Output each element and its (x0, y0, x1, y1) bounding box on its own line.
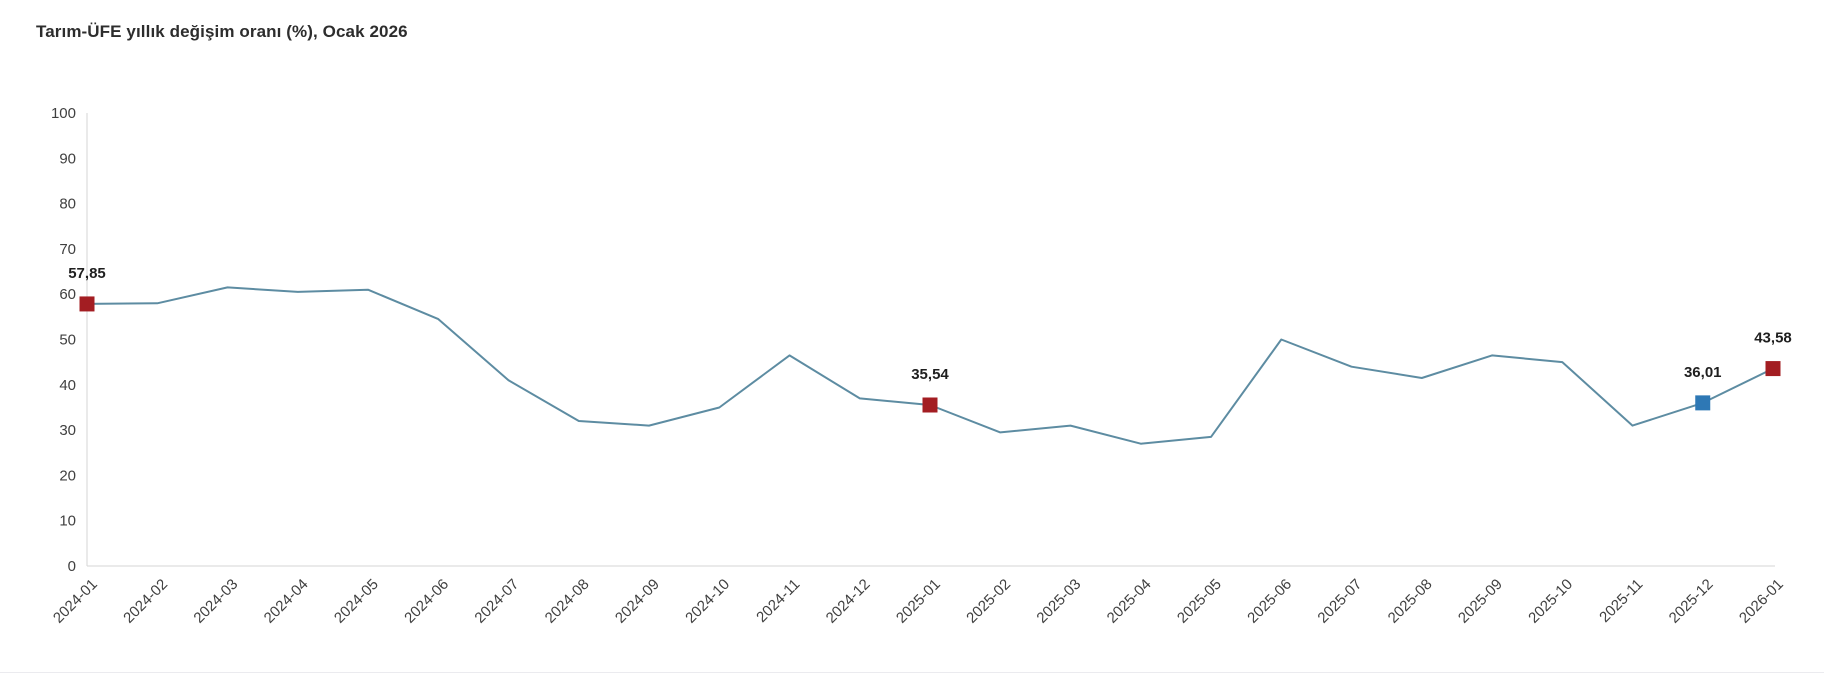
x-axis-tick-label: 2024-11 (753, 576, 803, 626)
data-point-marker[interactable] (1695, 395, 1711, 411)
x-axis-tick-label: 2025-04 (1104, 576, 1155, 627)
x-axis-tick-label: 2024-07 (471, 576, 522, 627)
x-axis-tick-label: 2024-02 (120, 576, 171, 627)
y-axis-tick-label: 50 (59, 332, 76, 349)
y-axis-tick-label: 0 (68, 558, 76, 575)
chart-title: Tarım-ÜFE yıllık değişim oranı (%), Ocak… (36, 22, 408, 41)
y-axis-tick-label: 100 (51, 105, 76, 122)
y-axis-tick-label: 10 (59, 513, 76, 530)
x-axis-tick-label: 2024-08 (542, 576, 593, 627)
x-axis-tick-label: 2025-02 (963, 576, 1014, 627)
x-axis-tick-label: 2024-05 (331, 576, 382, 627)
data-point-label: 35,54 (911, 366, 949, 383)
x-axis-tick-label: 2024-03 (190, 576, 241, 627)
data-point-marker[interactable] (79, 296, 95, 312)
x-axis-tick-label: 2024-12 (823, 576, 874, 627)
x-axis-tick-label: 2024-06 (401, 576, 452, 627)
x-axis-tick-label: 2025-07 (1314, 576, 1365, 627)
y-axis-tick-label: 20 (59, 467, 76, 484)
page-bottom-divider (0, 672, 1824, 673)
x-axis-tick-label: 2025-06 (1244, 576, 1295, 627)
x-axis-tick-label: 2024-01 (50, 576, 101, 627)
x-axis-tick-label: 2024-10 (682, 576, 733, 627)
y-axis-tick-label: 40 (59, 377, 76, 394)
x-axis-tick-label: 2025-05 (1174, 576, 1225, 627)
x-axis-tick-label: 2024-09 (612, 576, 663, 627)
y-axis-tick-label: 30 (59, 422, 76, 439)
y-axis-tick-label: 70 (59, 241, 76, 258)
y-axis-tick-label: 60 (59, 286, 76, 303)
x-axis-tick-label: 2025-08 (1385, 576, 1436, 627)
x-axis-tick-label: 2025-11 (1596, 576, 1646, 626)
x-axis-tick-label: 2025-12 (1666, 576, 1717, 627)
x-axis-tick-label: 2025-03 (1033, 576, 1084, 627)
x-axis-tick-label: 2026-01 (1736, 576, 1787, 627)
data-point-marker[interactable] (1765, 361, 1781, 377)
data-point-marker[interactable] (922, 397, 938, 413)
data-point-label: 36,01 (1684, 364, 1722, 381)
data-point-label: 57,85 (68, 265, 106, 282)
data-point-label: 43,58 (1754, 330, 1792, 347)
x-axis-tick-label: 2025-10 (1525, 576, 1576, 627)
y-axis-tick-label: 90 (59, 150, 76, 167)
x-axis-tick-label: 2024-04 (261, 576, 312, 627)
x-axis-tick-label: 2025-09 (1455, 576, 1506, 627)
x-axis-tick-label: 2025-01 (893, 576, 944, 627)
y-axis-tick-label: 80 (59, 196, 76, 213)
